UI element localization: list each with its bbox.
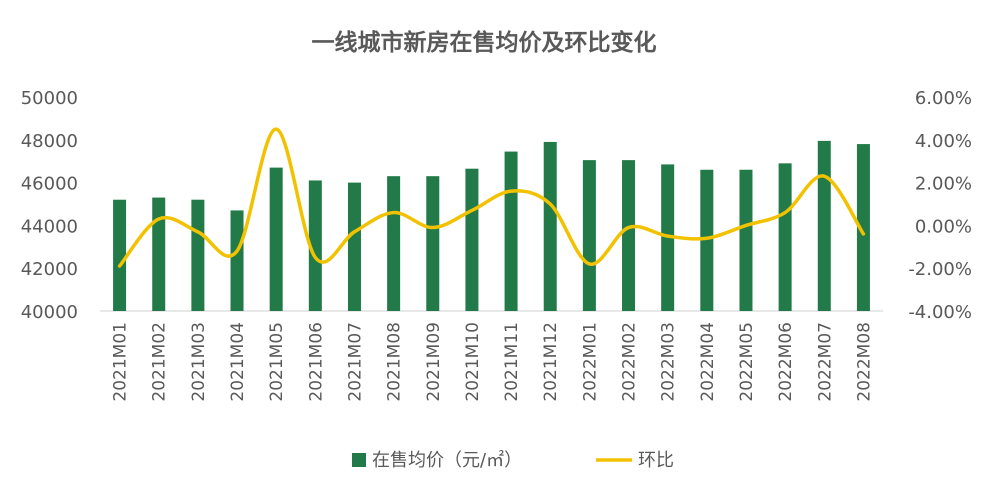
left-tick-label: 50000 <box>21 88 78 109</box>
x-tick-label: 2021M10 <box>463 322 483 402</box>
x-tick-label: 2021M05 <box>267 322 287 402</box>
x-tick-label: 2021M03 <box>189 322 209 402</box>
legend-line-label: 环比 <box>638 450 674 471</box>
right-tick-label: -4.00% <box>908 302 972 323</box>
bar <box>347 182 361 311</box>
right-tick-label: 0.00% <box>915 216 972 237</box>
bar <box>230 210 244 311</box>
left-tick-label: 48000 <box>21 131 78 152</box>
bar <box>700 169 714 311</box>
x-tick-label: 2022M08 <box>854 322 874 402</box>
bar <box>504 151 518 311</box>
left-tick-label: 46000 <box>21 174 78 195</box>
bar <box>152 197 166 311</box>
right-tick-label: 4.00% <box>915 131 972 152</box>
left-tick-label: 40000 <box>21 302 78 323</box>
x-tick-label: 2022M03 <box>659 322 679 402</box>
bar <box>426 176 440 311</box>
legend-bar-label: 在售均价（元/㎡） <box>372 449 522 471</box>
x-tick-label: 2021M06 <box>306 322 326 402</box>
bar <box>191 199 205 311</box>
x-tick-label: 2021M12 <box>541 322 561 402</box>
bar <box>582 160 596 311</box>
right-tick-label: 6.00% <box>915 88 972 109</box>
x-tick-label: 2021M01 <box>111 322 131 402</box>
x-tick-label: 2022M05 <box>737 322 757 402</box>
x-tick-label: 2021M11 <box>502 322 522 402</box>
x-axis-ticks: 2021M01 2021M02 2021M03 2021M04 2021M05 2021M… <box>111 322 875 402</box>
legend: 在售均价（元/㎡） 环比 <box>352 449 674 471</box>
x-tick-label: 2022M07 <box>815 322 835 402</box>
bar <box>817 140 831 311</box>
legend-bar-swatch <box>352 453 366 467</box>
x-tick-label: 2021M09 <box>424 322 444 402</box>
x-tick-label: 2021M07 <box>345 322 365 402</box>
x-tick-label: 2022M01 <box>580 322 600 402</box>
bar <box>778 163 792 311</box>
right-tick-label: 2.00% <box>915 174 972 195</box>
left-tick-label: 44000 <box>21 216 78 237</box>
bar <box>622 160 636 311</box>
bar <box>739 169 753 311</box>
bar-series <box>113 140 870 311</box>
left-axis-ticks: 50000 48000 46000 44000 42000 40000 <box>21 88 78 323</box>
bar <box>387 176 401 311</box>
left-tick-label: 42000 <box>21 259 78 280</box>
x-tick-label: 2022M04 <box>698 322 718 402</box>
mom-line <box>117 127 866 268</box>
bar <box>308 180 322 311</box>
chart-title: 一线城市新房在售均价及环比变化 <box>312 29 657 56</box>
x-tick-label: 2022M02 <box>620 322 640 402</box>
bar <box>543 141 557 311</box>
bar <box>465 168 479 311</box>
right-tick-label: -2.00% <box>908 259 972 280</box>
x-tick-label: 2021M02 <box>150 322 170 402</box>
bar <box>113 199 127 311</box>
right-axis-ticks: 6.00% 4.00% 2.00% 0.00% -2.00% -4.00% <box>908 88 972 323</box>
x-tick-label: 2021M04 <box>228 322 248 402</box>
x-tick-label: 2022M06 <box>776 322 796 402</box>
bar <box>856 144 870 311</box>
x-tick-label: 2021M08 <box>385 322 405 402</box>
bar <box>269 167 283 311</box>
